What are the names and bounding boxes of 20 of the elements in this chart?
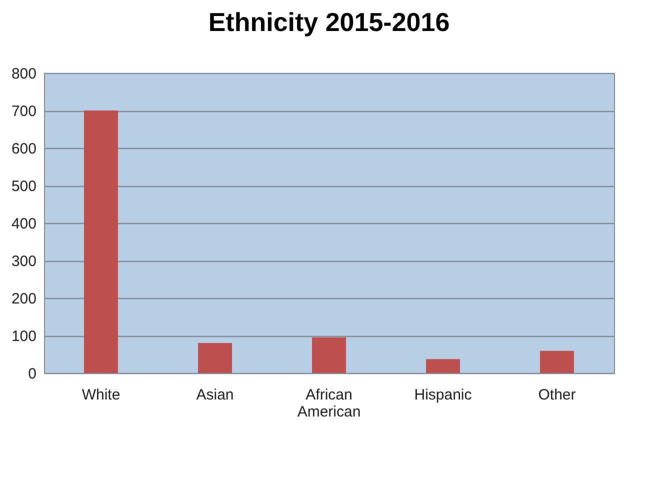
x-tick-label: African American	[297, 386, 361, 420]
y-tick-label: 100	[11, 328, 36, 345]
y-tick-label: 200	[11, 290, 36, 308]
bar	[426, 359, 460, 373]
y-tick-label: 800	[11, 66, 36, 82]
bar	[312, 337, 346, 373]
y-tick-label: 300	[11, 253, 36, 270]
x-tick-label: Hispanic	[414, 386, 472, 404]
x-tick-label: Other	[538, 386, 576, 404]
chart-title: Ethnicity 2015-2016	[208, 7, 450, 37]
y-tick-label: 500	[11, 178, 36, 195]
bar	[540, 350, 574, 373]
x-tick-label: White	[82, 386, 120, 404]
y-tick-label: 0	[28, 366, 36, 382]
bar	[198, 343, 232, 373]
bar	[84, 110, 118, 373]
y-tick-label: 400	[11, 216, 36, 232]
x-tick-label: Asian	[196, 386, 234, 404]
y-tick-label: 600	[11, 140, 36, 158]
y-tick-label: 700	[11, 103, 36, 120]
